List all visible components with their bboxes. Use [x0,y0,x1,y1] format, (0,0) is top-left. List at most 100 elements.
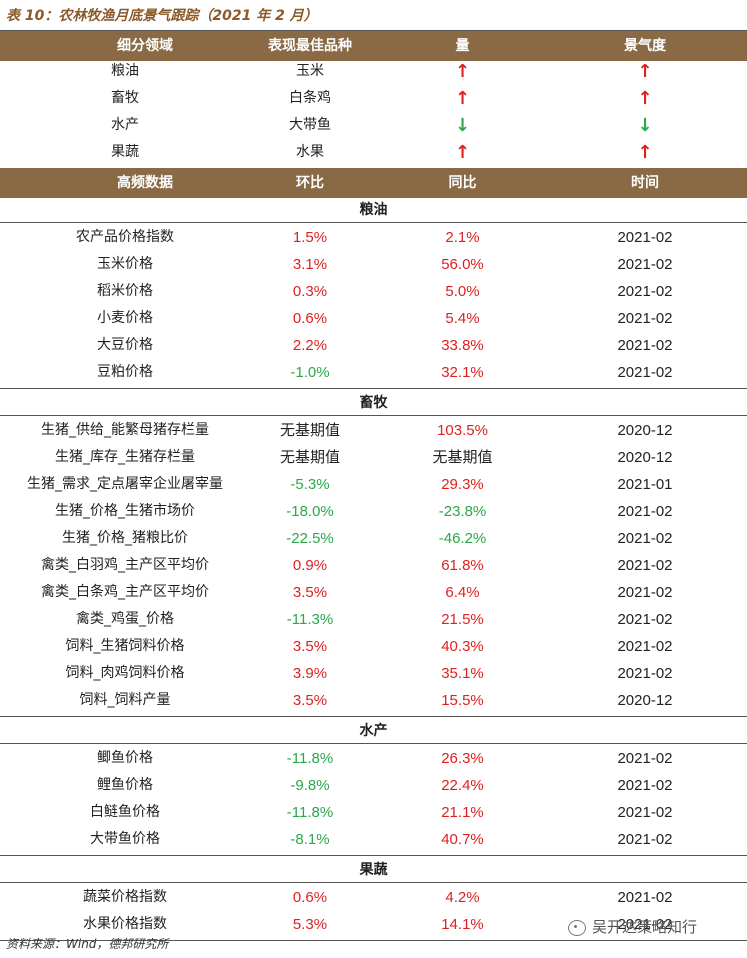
yoy-cell: 5.4% [445,310,480,327]
yoy-cell: 14.1% [441,916,484,933]
item-name-cell: 蔬菜价格指数 [83,889,167,905]
section-bottom-rule [0,716,747,717]
date-cell: 2021-02 [617,557,673,574]
table-row: 生猪_供给_能繁母猪存栏量 无基期值 103.5% 2020-12 [0,417,747,444]
mom-cell: -11.8% [286,804,334,821]
yoy-cell: 6.4% [445,584,480,601]
mom-cell: -22.5% [286,530,334,547]
mom-cell: 3.1% [292,256,328,273]
section-bottom-rule [0,940,747,941]
yoy-cell: 40.3% [441,638,484,655]
mom-cell: -11.3% [286,611,334,628]
mom-cell: -11.8% [286,750,334,767]
sector-cell: 果蔬 [111,144,139,160]
yoy-cell: 4.2% [445,889,480,906]
top-rule [0,30,747,31]
best-variety-cell: 大带鱼 [289,117,331,133]
date-cell: 2021-02 [617,337,673,354]
sector-cell: 畜牧 [111,90,139,106]
yoy-cell: 33.8% [441,337,484,354]
table-row: 生猪_价格_生猪市场价 -18.0% -23.8% 2021-02 [0,498,747,525]
item-name-cell: 生猪_库存_生猪存栏量 [55,449,195,465]
section-heading: 水产 [359,723,388,739]
sector-cell: 粮油 [111,63,139,79]
section-heading: 果蔬 [359,862,388,878]
table-row: 蔬菜价格指数 0.6% 4.2% 2021-02 [0,884,747,911]
header-volume: 量 [455,38,470,54]
table-row: 玉米价格 3.1% 56.0% 2021-02 [0,251,747,278]
volume-arrow-icon: ↑ [454,61,471,82]
item-name-cell: 大带鱼价格 [90,831,160,847]
date-cell: 2021-02 [617,638,673,655]
yoy-cell: 21.1% [441,804,484,821]
date-cell: 2021-02 [617,916,673,933]
table-row: 饲料_肉鸡饲料价格 3.9% 35.1% 2021-02 [0,660,747,687]
header-sector: 细分领域 [117,38,173,54]
table-row: 水果价格指数 5.3% 14.1% 2021-02 [0,911,747,938]
mom-cell: 3.5% [292,692,328,709]
wechat-icon [568,919,586,936]
item-name-cell: 生猪_价格_猪粮比价 [62,530,188,546]
table-row: 鲤鱼价格 -9.8% 22.4% 2021-02 [0,772,747,799]
item-name-cell: 水果价格指数 [83,916,167,932]
date-cell: 2021-02 [617,777,673,794]
source-note: 资料来源：Wind，德邦研究所 [6,937,169,951]
header-mom: 环比 [296,175,324,191]
item-name-cell: 禽类_白条鸡_主产区平均价 [41,584,209,600]
date-cell: 2021-02 [617,283,673,300]
date-cell: 2021-02 [617,310,673,327]
section-rule [0,743,747,744]
item-name-cell: 白鲢鱼价格 [90,804,160,820]
date-cell: 2020-12 [617,422,673,439]
date-cell: 2021-02 [617,584,673,601]
mom-cell: 无基期值 [279,422,340,439]
date-cell: 2021-02 [617,364,673,381]
climate-arrow-icon: ↓ [637,115,653,136]
item-name-cell: 大豆价格 [97,337,153,353]
sector-cell: 水产 [111,117,139,133]
best-variety-cell: 玉米 [296,63,324,79]
mom-cell: 3.5% [292,638,328,655]
date-cell: 2020-12 [617,692,673,709]
best-variety-cell: 白条鸡 [289,90,331,106]
item-name-cell: 禽类_鸡蛋_价格 [76,611,174,627]
summary-header: 细分领域 表现最佳品种 量 景气度 [0,31,747,61]
yoy-cell: 61.8% [441,557,484,574]
date-cell: 2021-02 [617,229,673,246]
mom-cell: 0.9% [292,557,328,574]
mom-cell: 1.5% [292,229,328,246]
table-row: 禽类_白条鸡_主产区平均价 3.5% 6.4% 2021-02 [0,579,747,606]
date-cell: 2021-01 [617,476,673,493]
yoy-cell: 103.5% [437,422,488,439]
volume-arrow-icon: ↑ [454,142,471,163]
table-row: 大带鱼价格 -8.1% 40.7% 2021-02 [0,826,747,853]
header-best: 表现最佳品种 [268,38,352,54]
climate-arrow-icon: ↑ [637,61,653,82]
date-cell: 2021-02 [617,256,673,273]
item-name-cell: 鲤鱼价格 [97,777,153,793]
watermark: 吴开达策略知行 [568,916,697,938]
date-cell: 2021-02 [617,503,673,520]
yoy-cell: 15.5% [441,692,484,709]
mom-cell: 无基期值 [279,449,340,466]
table-row: 生猪_需求_定点屠宰企业屠宰量 -5.3% 29.3% 2021-01 [0,471,747,498]
section-rule [0,882,747,883]
yoy-cell: 无基期值 [432,449,493,466]
item-name-cell: 饲料_饲料产量 [79,692,171,708]
header-yoy: 同比 [448,175,477,191]
volume-arrow-icon: ↓ [454,115,471,136]
item-name-cell: 生猪_价格_生猪市场价 [55,503,195,519]
header-climate: 景气度 [624,38,666,54]
detail-header: 高频数据 环比 同比 时间 [0,168,747,198]
yoy-cell: 35.1% [441,665,484,682]
table-row: 白鲢鱼价格 -11.8% 21.1% 2021-02 [0,799,747,826]
date-cell: 2021-02 [617,530,673,547]
mom-cell: -8.1% [290,831,330,848]
mom-cell: 2.2% [292,337,328,354]
item-name-cell: 生猪_供给_能繁母猪存栏量 [41,422,209,438]
yoy-cell: 2.1% [445,229,480,246]
mom-cell: -18.0% [286,503,334,520]
section-heading: 粮油 [359,202,388,218]
mom-cell: -1.0% [290,364,330,381]
date-cell: 2021-02 [617,889,673,906]
